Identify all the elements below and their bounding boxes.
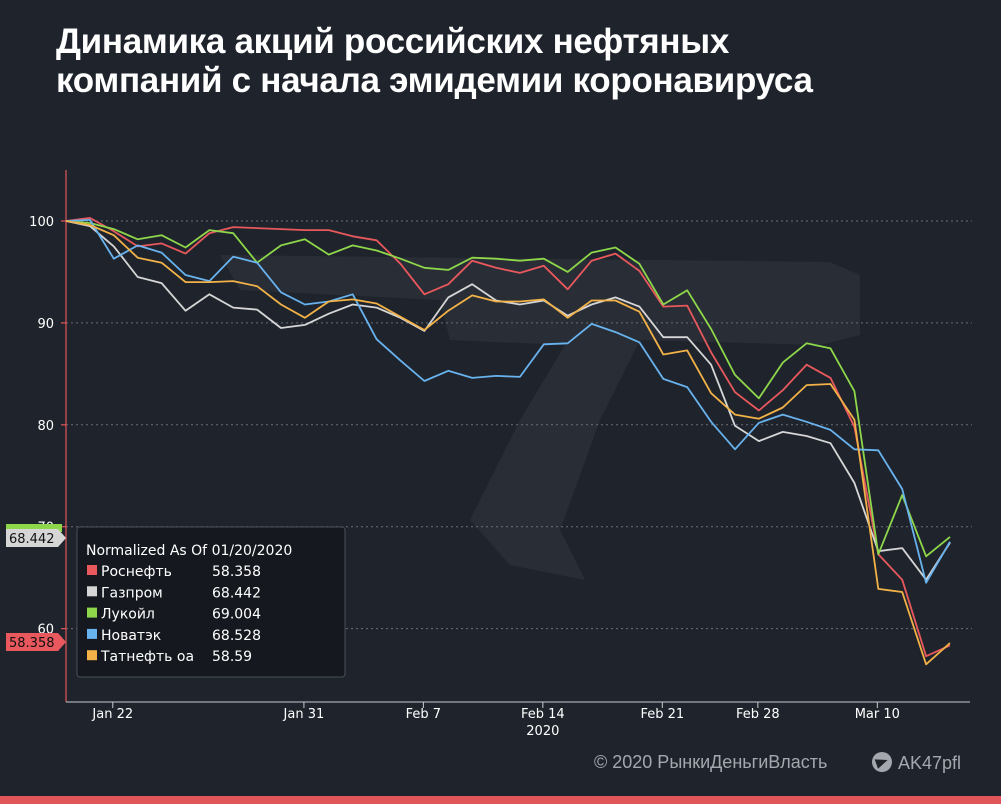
price-tag-box [6, 633, 66, 651]
legend: Normalized As Of 01/20/2020 Роснефть 58.35… [76, 526, 346, 678]
price-tag-box [6, 529, 66, 547]
x-year-label: 2020 [526, 724, 559, 739]
legend-series-value: 58.59 [212, 649, 252, 665]
series-line-4 [65, 220, 951, 666]
series-line-3 [65, 218, 951, 584]
legend-series-value: 68.442 [212, 585, 261, 601]
legend-series-name: Газпром [101, 585, 163, 601]
legend-series-name: Роснефть [101, 564, 172, 580]
legend-swatch [87, 650, 97, 661]
legend-series-name: Татнефть оа [100, 649, 194, 665]
legend-series-value: 69.004 [212, 607, 261, 623]
price-tag-lukoil-partial [6, 524, 62, 532]
price-tag-label: 68.442 [9, 532, 55, 547]
legend-series-name: Новатэк [101, 628, 161, 644]
series-line-2 [65, 220, 951, 558]
accent-bar [0, 796, 1001, 804]
legend-swatch [87, 607, 97, 618]
y-axis: 60708090100 [29, 215, 66, 638]
x-tick-label: Feb 28 [736, 707, 780, 722]
series-line-0 [65, 216, 951, 658]
x-tick-label: Jan 31 [283, 707, 325, 722]
legend-swatch [87, 586, 97, 597]
legend-series-value: 58.358 [212, 564, 261, 580]
legend-box [76, 526, 346, 678]
x-axis: Jan 22 Jan 31 Feb 7 Feb 14 Feb 21 Feb 28 Mar 1… [91, 702, 900, 739]
y-tick-label: 90 [37, 317, 54, 332]
series-lines [65, 216, 951, 666]
legend-series-value: 68.528 [212, 628, 261, 644]
telegram-icon [872, 752, 892, 772]
price-tag-label: 58.358 [9, 636, 55, 651]
x-tick-label: Jan 22 [91, 707, 133, 722]
series-line-1 [65, 220, 951, 581]
legend-title: Normalized As Of 01/20/2020 [86, 543, 292, 559]
y-tick-label: 80 [37, 419, 54, 434]
y-tick-label: 100 [29, 215, 54, 230]
watermark-logo [220, 255, 860, 580]
x-tick-label: Feb 14 [521, 707, 565, 722]
copyright-text: © 2020 РынкиДеньгиВласть [594, 752, 828, 772]
legend-swatch [87, 565, 97, 575]
legend-series-name: Лукойл [101, 607, 155, 623]
x-tick-label: Mar 10 [855, 707, 900, 722]
x-tick-label: Feb 21 [640, 707, 684, 722]
telegram-handle[interactable]: AK47pfl [872, 752, 961, 774]
x-tick-label: Feb 7 [406, 707, 441, 722]
legend-swatch [87, 628, 97, 639]
telegram-handle-label: AK47pfl [898, 753, 962, 773]
price-tags: 68.442 58.358 [6, 524, 66, 651]
chart-title: Динамика акций российских нефтяных компа… [56, 22, 813, 100]
